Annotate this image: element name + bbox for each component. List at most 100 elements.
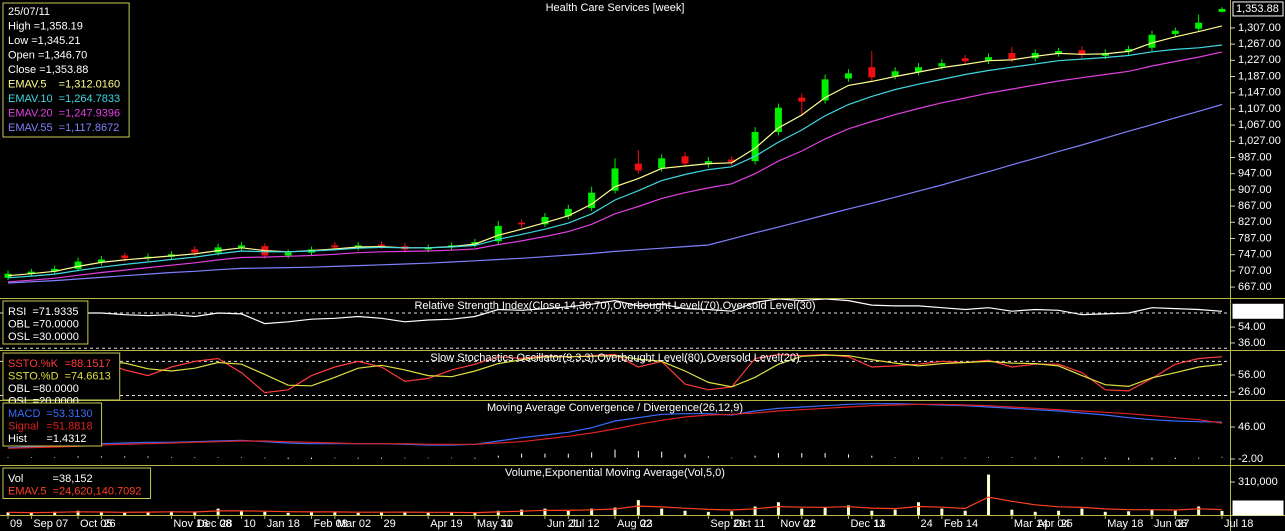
- candle-body: [891, 71, 899, 77]
- volume-bar: [29, 512, 33, 515]
- volume-bar: [169, 511, 173, 515]
- candle-body: [961, 58, 969, 62]
- x-tick-label: 09: [10, 518, 22, 530]
- candle-body: [51, 268, 59, 272]
- volume-bar: [823, 507, 827, 515]
- volume-bar: [473, 512, 477, 515]
- readout-value: =1,247.9396: [59, 107, 120, 119]
- x-tick-label: Dec 13: [850, 518, 885, 530]
- panel-title: Volume,Exponential Moving Average(Vol,5,…: [505, 467, 725, 479]
- readout: 25/07/11 High =1,358.19 Low =1,345.21 Open …: [2, 2, 130, 138]
- readout-value: =74.6613: [65, 370, 111, 382]
- candle-body: [74, 261, 82, 269]
- x-tick-label: Feb 14: [944, 518, 978, 530]
- candle-body: [658, 158, 666, 169]
- candle-body: [494, 225, 502, 242]
- candle-body: [1008, 53, 1016, 60]
- y-tick-label: 1,267.00: [1238, 38, 1281, 50]
- series-line: [7, 25, 1223, 277]
- volume-bar: [333, 511, 337, 515]
- readout-box: [2, 467, 152, 499]
- volume-bar: [356, 512, 360, 515]
- volume-bar: [870, 510, 874, 515]
- volume-bar: [1127, 511, 1131, 515]
- readout-text: OSL =30.0000: [8, 331, 79, 343]
- y-tick-label: 827.00: [1238, 216, 1272, 228]
- volume-bar: [1150, 509, 1154, 515]
- x-tick-label: 26: [103, 518, 115, 530]
- volume-bar: [1220, 510, 1224, 515]
- volume-bar: [613, 507, 617, 515]
- volume-bar: [706, 511, 710, 515]
- x-tick-label: 23: [640, 518, 652, 530]
- candle-body: [588, 192, 596, 209]
- last-value-box: [1232, 1, 1284, 17]
- candle-body: [237, 245, 245, 248]
- volume-bar: [1103, 511, 1107, 515]
- panel: [6, 474, 1224, 515]
- readout-value: =88.1517: [65, 358, 111, 370]
- y-tick-label: 667.00: [1238, 281, 1272, 293]
- volume-bar: [566, 510, 570, 515]
- x-tick-label: 25: [1061, 518, 1073, 530]
- readout-text: OBL =80.0000: [8, 383, 79, 395]
- readout-value: =53.3130: [46, 408, 92, 420]
- readout-entry: Hist =1.4312: [8, 433, 86, 445]
- readout-text: High =1,358.19: [8, 20, 83, 32]
- x-tick-label: May 10: [477, 518, 513, 530]
- readout-value: =71.9335: [32, 306, 78, 318]
- candle-body: [634, 163, 642, 171]
- y-tick-label: 1,067.00: [1238, 119, 1281, 131]
- readout-value: =51.8818: [46, 420, 92, 432]
- readout-box: [2, 300, 89, 345]
- x-tick-label: Nov 01: [780, 518, 815, 530]
- volume-bar: [99, 512, 103, 515]
- readout-name: Hist: [8, 433, 27, 445]
- candle-body: [915, 67, 922, 73]
- readout-entry: EMAV.5 =1,312.0160: [8, 78, 120, 90]
- last-value-label: 1,353.88: [1236, 3, 1279, 15]
- panel: [7, 403, 1223, 460]
- readout-entry: Signal =51.8818: [8, 420, 93, 432]
- volume-bar: [6, 512, 10, 515]
- volume-bar: [1197, 506, 1201, 515]
- x-tick-label: Jun 06: [1154, 518, 1187, 530]
- volume-bar: [520, 509, 524, 515]
- last-value-box: [1232, 303, 1284, 319]
- y-tick-label: -2.00: [1238, 453, 1263, 465]
- candle-body: [1171, 30, 1179, 35]
- y-tick-label: 787.00: [1238, 232, 1272, 244]
- readout-value: =1,117.8672: [59, 122, 120, 134]
- y-tick-label: 36.00: [1238, 337, 1266, 349]
- volume-bar: [800, 508, 804, 515]
- candle-body: [284, 252, 292, 256]
- series-line: [7, 403, 1223, 449]
- candle-body: [1031, 53, 1039, 59]
- y-tick-label: 947.00: [1238, 168, 1272, 180]
- x-tick-label: 11: [874, 518, 885, 530]
- panel-title: Slow Stochastics Oscillator(9,3,3),Overb…: [430, 352, 799, 364]
- x-tick-label: Aug 02: [617, 518, 652, 530]
- candle-body: [728, 159, 736, 163]
- y-tick-label: 707.00: [1238, 265, 1272, 277]
- volume-bar: [636, 500, 640, 515]
- candle-body: [868, 67, 876, 78]
- x-tick-label: Oct 05: [80, 518, 112, 530]
- volume-bar: [216, 508, 220, 515]
- y-tick-label: 1,307.00: [1238, 22, 1281, 34]
- candle-body: [97, 259, 105, 263]
- candle-body: [938, 63, 946, 67]
- readout-entry: MACD =53.3130: [8, 408, 93, 420]
- candle-body: [518, 222, 526, 225]
- readout-box: [2, 2, 130, 138]
- volume-bar: [239, 510, 243, 515]
- volume-bar: [1057, 510, 1061, 515]
- readout-name: MACD: [8, 408, 40, 420]
- last-value-box: [1232, 500, 1284, 516]
- y-tick-label: 1,227.00: [1238, 54, 1281, 66]
- x-tick-label: Feb 08: [314, 518, 348, 530]
